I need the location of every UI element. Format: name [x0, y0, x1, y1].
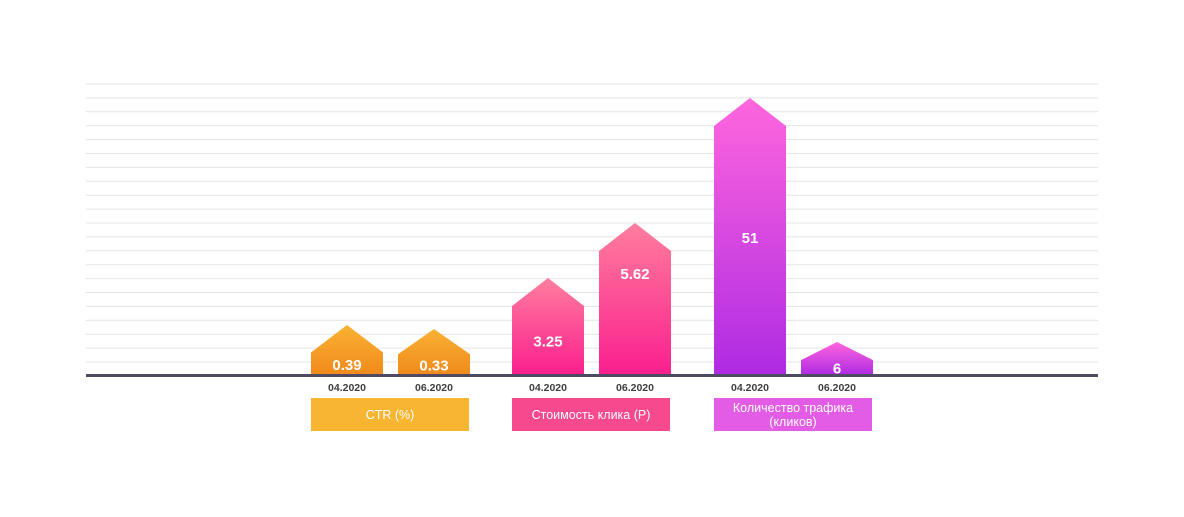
bars — [311, 98, 873, 375]
tick-label: 06.2020 — [415, 382, 453, 394]
legend-label: CTR (%) — [366, 408, 415, 422]
data-label: 3.25 — [533, 334, 562, 351]
legend-label: Стоимость клика (Р) — [532, 408, 651, 422]
bar-06.2020 — [801, 342, 873, 375]
tick-label: 06.2020 — [616, 382, 654, 394]
data-label: 51 — [742, 230, 759, 247]
bar-04.2020 — [714, 98, 786, 375]
bar-06.2020 — [599, 223, 671, 375]
tick-label: 04.2020 — [529, 382, 567, 394]
bar-04.2020 — [512, 278, 584, 375]
tick-label: 06.2020 — [818, 382, 856, 394]
legend-label-line: Количество трафика — [733, 401, 853, 415]
legend-label-line: (кликов) — [769, 415, 816, 429]
legend-label: Количество трафика (кликов) — [733, 401, 853, 429]
data-label: 0.33 — [419, 358, 448, 375]
data-label: 0.39 — [332, 357, 361, 374]
data-label: 6 — [833, 361, 841, 378]
group-label-box — [714, 398, 872, 431]
legend-label-line: CTR (%) — [366, 408, 415, 422]
tick-label: 04.2020 — [328, 382, 366, 394]
group-label-box — [512, 398, 670, 431]
bar-04.2020 — [311, 325, 383, 375]
grid-lines — [86, 83, 1098, 363]
data-label: 5.62 — [620, 266, 649, 283]
group-label-box — [311, 398, 469, 431]
legend-label-line: Стоимость клика (Р) — [532, 408, 651, 422]
bar-06.2020 — [398, 329, 470, 375]
tick-label: 04.2020 — [731, 382, 769, 394]
labels: 0.39 04.2020 0.33 06.2020 CTR (%) 3.25 04.2020… — [311, 230, 872, 431]
